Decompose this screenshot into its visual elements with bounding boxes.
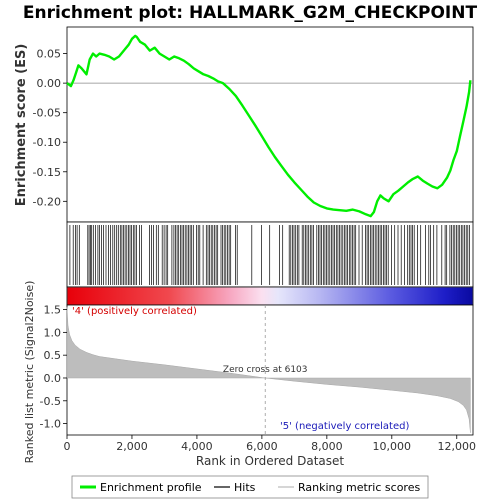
x-tick-label: 10,000: [373, 440, 412, 453]
x-tick-label: 6,000: [246, 440, 278, 453]
legend-enrichment-label: Enrichment profile: [100, 481, 202, 494]
legend-hits-label: Hits: [234, 481, 256, 494]
ranking-metric-area: [66, 307, 471, 433]
legend-metric-label: Ranking metric scores: [298, 481, 420, 494]
metric-y-tick-label: -1.0: [40, 418, 61, 431]
x-tick-label: 4,000: [181, 440, 213, 453]
zero-cross-label: Zero cross at 6103: [223, 365, 308, 375]
enrichment-profile-line: [66, 34, 472, 218]
x-tick-label: 8,000: [311, 440, 343, 453]
es-y-tick-label: -0.05: [33, 107, 61, 120]
y-axis-label-es: Enrichment score (ES): [14, 44, 29, 207]
es-y-tick-label: 0.00: [37, 77, 62, 90]
metric-y-tick-label: 0.5: [44, 349, 62, 362]
metric-y-tick-label: 0.0: [44, 372, 62, 385]
x-tick-label: 0: [64, 440, 71, 453]
positive-correlation-label: '4' (positively correlated): [72, 306, 197, 317]
rank-colorbar: [67, 287, 473, 305]
es-y-tick-label: -0.10: [33, 136, 61, 149]
metric-y-tick-label: -0.5: [40, 395, 61, 408]
x-tick-label: 2,000: [116, 440, 148, 453]
x-axis-label: Rank in Ordered Dataset: [196, 454, 344, 468]
y-axis-label-metric: Ranked list metric (Signal2Noise): [23, 281, 36, 464]
legend-box: [71, 475, 429, 499]
es-panel: [66, 26, 474, 223]
es-y-tick-label: 0.05: [37, 48, 62, 61]
metric-y-tick-label: 1.5: [44, 304, 62, 317]
negative-correlation-label: '5' (negatively correlated): [280, 421, 409, 432]
es-y-tick-label: -0.20: [33, 195, 61, 208]
chart-title: Enrichment plot: HALLMARK_G2M_CHECKPOINT: [23, 3, 478, 23]
es-y-tick-label: -0.15: [33, 166, 61, 179]
metric-y-tick-label: 1.0: [44, 326, 62, 339]
x-tick-label: 12,000: [438, 440, 477, 453]
